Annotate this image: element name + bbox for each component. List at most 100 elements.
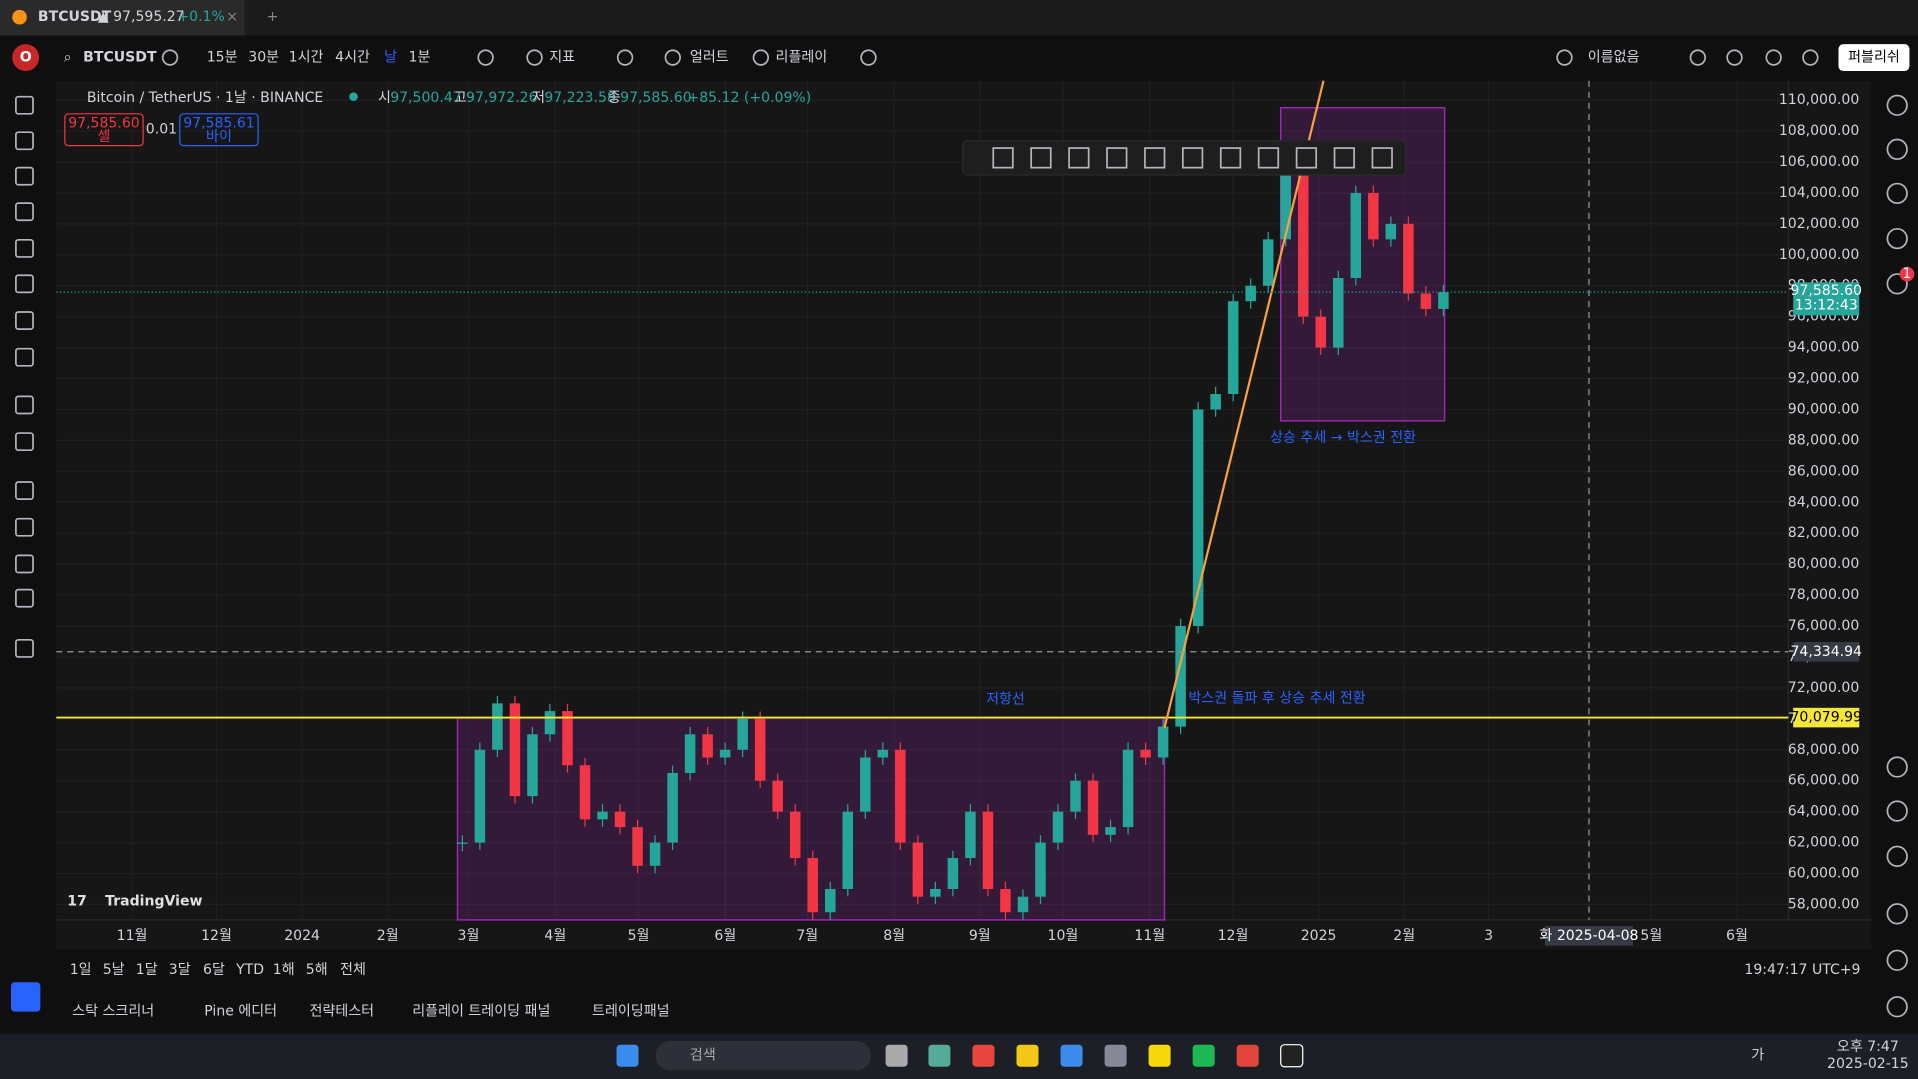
sidebar-icon[interactable] [1886, 845, 1908, 867]
drawing-tool[interactable] [15, 311, 34, 330]
buy-button[interactable] [179, 113, 259, 147]
interval[interactable]: 30분 [248, 50, 279, 66]
toolbar-icon[interactable] [1689, 49, 1707, 66]
drawing-toolbar-item[interactable] [992, 147, 1014, 169]
toolbar-icon[interactable] [526, 49, 543, 66]
range[interactable]: 1일 [70, 962, 92, 978]
range[interactable]: 5해 [306, 962, 328, 978]
sidebar-icon[interactable] [1886, 903, 1908, 925]
drawing-tool[interactable] [15, 238, 34, 258]
taskbar-search[interactable] [655, 1041, 871, 1071]
range[interactable]: 3달 [169, 962, 191, 978]
toolbar-icon[interactable] [752, 49, 770, 66]
sidebar-icon[interactable] [1886, 756, 1908, 778]
drawing-tool[interactable] [15, 202, 34, 222]
toolbar-icon[interactable] [1556, 49, 1573, 66]
interval[interactable]: 1시간 [289, 50, 324, 66]
toolbar-icon[interactable] [616, 49, 634, 66]
drawing-tool[interactable] [15, 131, 34, 151]
drawing-tool[interactable] [15, 432, 34, 452]
sidebar-icon[interactable] [1886, 227, 1908, 250]
layout-name[interactable]: 이름없음 [1588, 50, 1640, 66]
y-tick-label: 84,000.00 [1788, 494, 1859, 510]
drawing-tool[interactable] [15, 166, 34, 186]
range[interactable]: YTD [235, 962, 264, 978]
panel-tab[interactable]: 트레이딩패널 [592, 1004, 670, 1020]
drawing-toolbar-item[interactable] [1333, 147, 1355, 169]
toolbar-icon[interactable] [664, 49, 681, 66]
taskbar-app[interactable] [1192, 1044, 1215, 1067]
drawing-toolbar-item[interactable] [1030, 147, 1052, 169]
symbol-search[interactable]: BTCUSDT [83, 50, 157, 66]
sidebar-icon[interactable] [1886, 800, 1908, 822]
tab[interactable] [0, 0, 245, 36]
drawing-tool[interactable] [15, 274, 34, 294]
time-label: 5월 [628, 928, 650, 944]
sidebar-icon[interactable] [1886, 182, 1908, 204]
drawing-tool[interactable] [15, 638, 34, 658]
toolbar-icon[interactable] [860, 49, 877, 66]
taskbar-app[interactable] [885, 1044, 908, 1067]
sidebar-icon[interactable] [1886, 138, 1908, 160]
taskbar-app[interactable] [1148, 1044, 1171, 1067]
interval[interactable]: 1분 [409, 50, 431, 66]
interval[interactable]: 4시간 [335, 50, 370, 66]
drawing-toolbar-item[interactable] [1144, 147, 1166, 169]
drawing-toolbar-item[interactable] [1106, 147, 1128, 169]
panel-tab[interactable]: 리플레이 트레이딩 패널 [412, 1004, 550, 1020]
toolbar-icon[interactable] [1802, 49, 1819, 66]
interval[interactable]: 날 [384, 50, 397, 66]
alert[interactable]: 얼러트 [690, 50, 729, 66]
publish[interactable]: 퍼블리쉬 [1848, 50, 1900, 66]
taskbar-app[interactable] [972, 1044, 995, 1067]
taskbar-app[interactable] [1280, 1044, 1304, 1068]
drawing-tool[interactable] [15, 588, 34, 608]
replay[interactable]: 리플레이 [776, 50, 828, 66]
sidebar-icon[interactable] [1886, 94, 1908, 116]
sidebar-icon[interactable] [1886, 273, 1908, 295]
drawing-toolbar-item[interactable] [1181, 147, 1204, 169]
panel-tab[interactable]: Pine 에디터 [204, 1004, 277, 1020]
avatar[interactable] [12, 44, 40, 72]
drawing-tool[interactable] [15, 395, 34, 415]
drawing-toolbar-item[interactable] [1371, 147, 1393, 169]
panel-tab[interactable]: 스탁 스크리너 [72, 1004, 154, 1020]
drawing-tool[interactable] [15, 347, 34, 367]
toolbar-icon[interactable] [161, 49, 179, 66]
drawing-toolbar-item[interactable] [1295, 147, 1318, 169]
interval[interactable]: 15분 [207, 50, 238, 66]
range[interactable]: 1해 [273, 962, 295, 978]
taskbar-app[interactable] [1236, 1044, 1259, 1067]
candle [544, 711, 556, 735]
taskbar-app[interactable] [928, 1044, 951, 1067]
taskbar-app[interactable] [1060, 1044, 1083, 1067]
sidebar-icon[interactable] [1886, 949, 1908, 971]
range[interactable]: 1달 [136, 962, 158, 978]
panel-tab[interactable]: 전략테스터 [309, 1004, 374, 1020]
candle [702, 734, 713, 758]
drawing-tool[interactable] [15, 481, 34, 500]
range[interactable]: 5날 [103, 962, 125, 978]
tab-close[interactable]: × [226, 9, 238, 25]
range[interactable]: 6달 [203, 962, 225, 978]
drawing-toolbar-item[interactable] [1257, 147, 1280, 169]
drawing-toolbar-item[interactable] [1068, 147, 1090, 169]
toolbar-icon[interactable] [1765, 49, 1782, 66]
taskbar-app[interactable] [1016, 1044, 1039, 1067]
taskbar-app[interactable] [1104, 1044, 1127, 1067]
taskbar-app[interactable] [616, 1044, 639, 1067]
drawing-tool[interactable] [15, 95, 34, 115]
sidebar-icon[interactable] [1886, 996, 1908, 1018]
range[interactable]: 전체 [340, 962, 366, 978]
drawing-toolbar-item[interactable] [1219, 147, 1242, 169]
toolbar-icon[interactable] [477, 49, 494, 66]
drawing-tool[interactable] [15, 554, 34, 574]
favorites[interactable] [11, 982, 41, 1012]
new-tab[interactable]: + [267, 9, 279, 25]
indicators[interactable]: 지표 [549, 50, 575, 66]
sell-button[interactable] [64, 113, 144, 147]
publish-button[interactable] [1838, 44, 1910, 72]
legend-title: Bitcoin / TetherUS · 1날 · BINANCE [87, 90, 323, 106]
drawing-tool[interactable] [15, 517, 34, 537]
toolbar-icon[interactable] [1726, 49, 1743, 66]
